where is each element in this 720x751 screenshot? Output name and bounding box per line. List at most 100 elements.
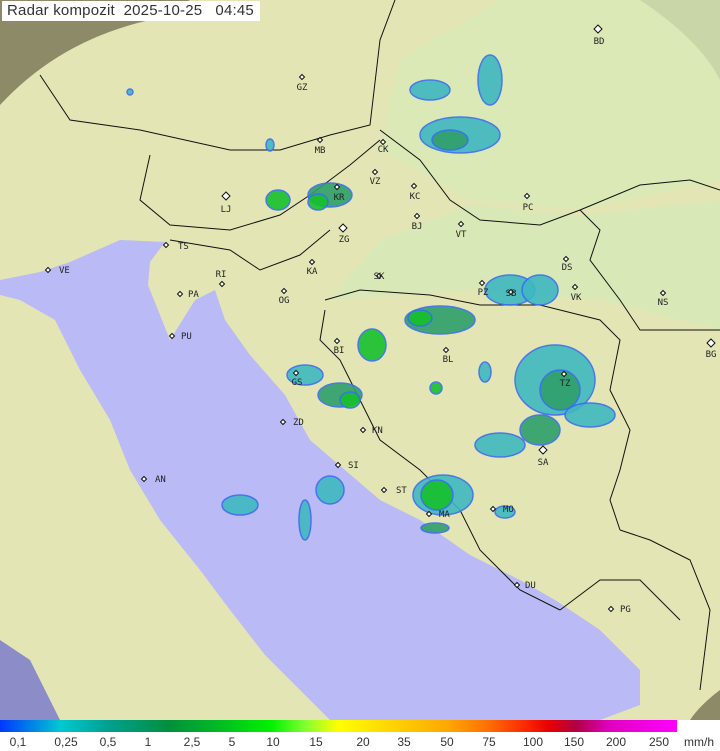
city-marker-icon: [513, 581, 521, 589]
city-label: MB: [315, 146, 326, 156]
city-marker-icon: [176, 290, 184, 298]
scale-label: 10: [266, 735, 280, 749]
rain-echo: [265, 189, 291, 211]
rain-echo: [339, 391, 361, 409]
city-vt: VT: [456, 220, 467, 240]
scale-label: 200: [605, 735, 627, 749]
city-marker-icon: [489, 505, 497, 513]
city-marker-icon: [410, 182, 418, 190]
city-label: VZ: [370, 177, 381, 187]
city-label: PA: [188, 290, 199, 300]
city-label: NS: [658, 298, 669, 308]
city-marker-icon: [338, 223, 348, 233]
city-markers: BD GZ MB CK VZ KR LJ KC PC ZG BJ VT TS VE RI KA SK PA OG DS…: [44, 24, 717, 615]
city-bl: BL: [443, 346, 454, 365]
city-marker-icon: [375, 272, 383, 280]
city-label: AN: [155, 475, 166, 485]
city-ka: KA: [307, 258, 318, 277]
city-marker-icon: [478, 279, 486, 287]
rain-echo: [478, 361, 492, 383]
city-label: TZ: [560, 379, 571, 389]
city-label: BL: [443, 355, 454, 365]
city-tz: TZ: [560, 370, 571, 389]
city-marker-icon: [44, 266, 52, 274]
city-marker-icon: [425, 510, 433, 518]
city-label: KC: [410, 192, 421, 202]
city-label: BG: [706, 350, 717, 360]
city-marker-icon: [162, 241, 170, 249]
city-label: GZ: [297, 83, 308, 93]
map-title: Radar kompozit 2025-10-25 04:45: [2, 1, 260, 21]
city-marker-icon: [571, 283, 579, 291]
city-ck: CK: [378, 138, 389, 155]
city-marker-icon: [279, 418, 287, 426]
city-label: VE: [59, 266, 70, 276]
scale-label: 100: [522, 735, 544, 749]
city-kc: KC: [410, 182, 421, 202]
city-marker-icon: [379, 138, 387, 146]
city-lj: LJ: [221, 191, 231, 215]
city-label: SA: [538, 458, 549, 468]
city-gz: GZ: [297, 73, 308, 93]
city-bg: BG: [706, 338, 717, 360]
city-marker-icon: [359, 426, 367, 434]
city-marker-icon: [333, 337, 341, 345]
city-label: MO: [503, 505, 514, 515]
city-og: OG: [279, 287, 290, 306]
city-zg: ZG: [338, 223, 350, 245]
city-ma: MA: [425, 510, 450, 520]
city-label: VT: [456, 230, 467, 240]
city-marker-icon: [221, 191, 231, 201]
city-marker-icon: [413, 212, 421, 220]
city-mo: MO: [489, 505, 514, 515]
city-label: ST: [396, 486, 407, 496]
radar-echoes: [126, 54, 616, 541]
rain-echo: [221, 494, 259, 516]
rain-echo: [409, 79, 451, 101]
city-label: VK: [571, 293, 582, 303]
city-pz: PZ: [478, 279, 489, 298]
city-marker-icon: [168, 332, 176, 340]
city-marker-icon: [280, 287, 288, 295]
city-mb: MB: [315, 136, 326, 156]
city-label: KN: [372, 426, 383, 436]
rain-echo: [539, 369, 581, 411]
city-marker-icon: [560, 370, 568, 378]
rain-echo: [407, 309, 433, 327]
city-marker-icon: [333, 183, 341, 191]
city-pc: PC: [523, 192, 533, 213]
scale-label: 2,5: [183, 735, 201, 749]
rain-echo: [126, 88, 134, 96]
rain-echo: [474, 432, 526, 458]
rain-echo: [429, 381, 443, 395]
scale-label: 150: [563, 735, 585, 749]
city-marker-icon: [523, 192, 531, 200]
city-label: OG: [279, 296, 290, 306]
city-label: BJ: [412, 222, 423, 232]
scale-label: 0,1: [9, 735, 27, 749]
city-ns: NS: [658, 289, 669, 308]
city-marker-icon: [334, 461, 342, 469]
scale-label: 250: [648, 735, 670, 749]
rain-echo: [420, 479, 454, 511]
scale-unit: mm/h: [684, 735, 714, 749]
city-label: RI: [216, 270, 227, 280]
city-label: BI: [334, 346, 345, 356]
rain-echo: [477, 54, 503, 106]
city-pg: PG: [607, 605, 631, 615]
city-st: ST: [380, 486, 407, 496]
city-marker-icon: [218, 280, 226, 288]
rain-echo: [307, 193, 329, 211]
city-label: ZG: [339, 235, 350, 245]
city-pa: PA: [176, 290, 199, 300]
scale-label: 1: [144, 735, 152, 749]
scale-label: 0,5: [99, 735, 117, 749]
city-marker-icon: [507, 288, 515, 296]
pannonian-plain: [330, 200, 720, 330]
city-label: TS: [178, 242, 189, 252]
city-label: SK: [374, 272, 385, 282]
city-label: DS: [562, 263, 573, 273]
rain-echo: [521, 274, 559, 306]
city-label: GS: [292, 378, 303, 388]
city-marker-icon: [593, 24, 603, 34]
